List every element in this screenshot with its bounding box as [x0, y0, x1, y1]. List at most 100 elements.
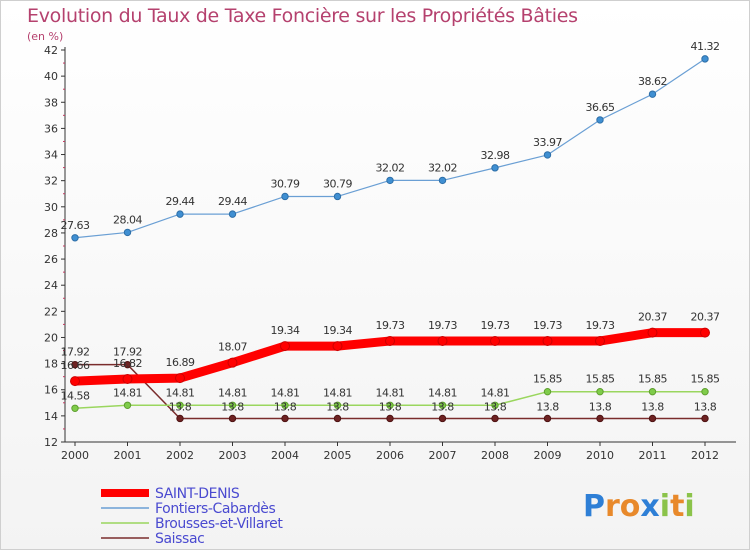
data-point	[490, 335, 500, 346]
data-label: 19.73	[533, 319, 562, 332]
data-point	[647, 327, 658, 338]
x-tick-label: 2001	[114, 449, 142, 462]
data-label: 27.63	[61, 219, 90, 232]
data-label: 19.73	[586, 319, 615, 332]
data-point	[281, 401, 289, 409]
y-tick-label: 40	[44, 70, 58, 83]
x-tick-label: 2008	[481, 449, 509, 462]
data-label: 14.81	[323, 386, 352, 399]
data-label: 32.02	[376, 161, 405, 174]
x-tick-label: 2002	[166, 449, 194, 462]
data-label: 13.8	[641, 400, 664, 413]
data-point	[333, 192, 342, 201]
data-label: 36.65	[586, 101, 615, 114]
data-point	[648, 90, 657, 98]
data-point	[438, 176, 447, 185]
data-point	[228, 401, 237, 409]
y-tick-label: 14	[44, 410, 58, 423]
y-tick-label: 22	[44, 305, 58, 318]
y-tick-label: 18	[44, 358, 58, 371]
data-label: 19.34	[271, 324, 300, 337]
data-label: 30.79	[271, 177, 300, 190]
data-label: 18.07	[218, 341, 247, 354]
data-point	[281, 192, 289, 201]
data-label: 15.85	[533, 373, 562, 386]
data-point	[333, 414, 342, 423]
data-point	[71, 360, 79, 369]
proxiti-logo: Proxiti	[583, 489, 695, 524]
x-tick-label: 2011	[639, 449, 667, 462]
data-label: 13.8	[431, 400, 454, 413]
data-point	[701, 414, 709, 423]
data-point	[333, 401, 342, 409]
data-label: 19.73	[376, 319, 405, 332]
data-point	[595, 335, 605, 346]
x-tick-label: 2009	[534, 449, 562, 462]
data-label: 17.92	[61, 346, 90, 359]
legend-label: Fontiers-Cabardès	[155, 501, 276, 517]
data-point	[227, 357, 238, 368]
data-label: 33.97	[533, 136, 562, 149]
chart-title: Evolution du Taux de Taxe Foncière sur l…	[27, 5, 578, 27]
data-label: 38.62	[638, 75, 667, 88]
data-point	[71, 234, 79, 242]
x-tick-label: 2006	[376, 449, 404, 462]
data-label: 29.44	[166, 195, 195, 208]
x-tick-label: 2004	[271, 449, 299, 462]
data-label: 14.81	[428, 386, 457, 399]
data-label: 15.85	[586, 373, 615, 386]
data-label: 16.89	[166, 356, 195, 369]
y-tick-label: 26	[44, 253, 58, 266]
data-label: 13.8	[221, 400, 244, 413]
data-point	[385, 335, 395, 346]
data-point	[543, 151, 552, 159]
data-point	[596, 116, 604, 124]
data-point	[386, 401, 394, 409]
data-label: 29.44	[218, 195, 247, 208]
data-point	[386, 414, 394, 423]
data-point	[491, 164, 499, 172]
data-label: 14.58	[61, 389, 90, 402]
data-point	[122, 374, 133, 385]
y-tick-label: 28	[44, 227, 58, 240]
data-label: 14.81	[376, 386, 405, 399]
data-point	[701, 55, 709, 63]
data-point	[123, 360, 132, 369]
data-point	[491, 401, 499, 409]
data-point	[386, 176, 394, 185]
y-tick-label: 42	[44, 44, 58, 57]
data-label: 15.85	[691, 373, 720, 386]
data-label: 15.85	[638, 373, 667, 386]
data-point	[71, 404, 79, 412]
y-axis-unit-label: (en %)	[27, 30, 64, 43]
data-point	[176, 401, 184, 409]
y-tick-label: 12	[44, 436, 58, 449]
data-label: 32.98	[481, 149, 510, 162]
data-point	[176, 414, 184, 423]
y-tick-label: 30	[44, 201, 58, 214]
y-tick-label: 32	[44, 175, 58, 188]
data-label: 14.81	[166, 386, 195, 399]
data-point	[543, 414, 552, 423]
data-label: 19.34	[323, 324, 352, 337]
data-label: 14.81	[218, 386, 247, 399]
data-point	[70, 376, 80, 387]
y-tick-label: 34	[44, 149, 58, 162]
data-point	[176, 210, 184, 218]
data-point	[542, 335, 553, 346]
y-tick-label: 16	[44, 384, 58, 397]
x-tick-label: 2010	[586, 449, 614, 462]
data-label: 14.81	[481, 386, 510, 399]
data-point	[123, 401, 132, 409]
y-tick-label: 24	[44, 279, 58, 292]
data-label: 32.02	[428, 161, 457, 174]
data-label: 13.8	[694, 400, 717, 413]
y-tick-label: 38	[44, 96, 58, 109]
data-point	[280, 341, 290, 352]
data-point	[491, 414, 499, 423]
x-tick-label: 2012	[691, 449, 719, 462]
data-label: 19.73	[428, 319, 457, 332]
data-label: 20.37	[691, 311, 720, 324]
